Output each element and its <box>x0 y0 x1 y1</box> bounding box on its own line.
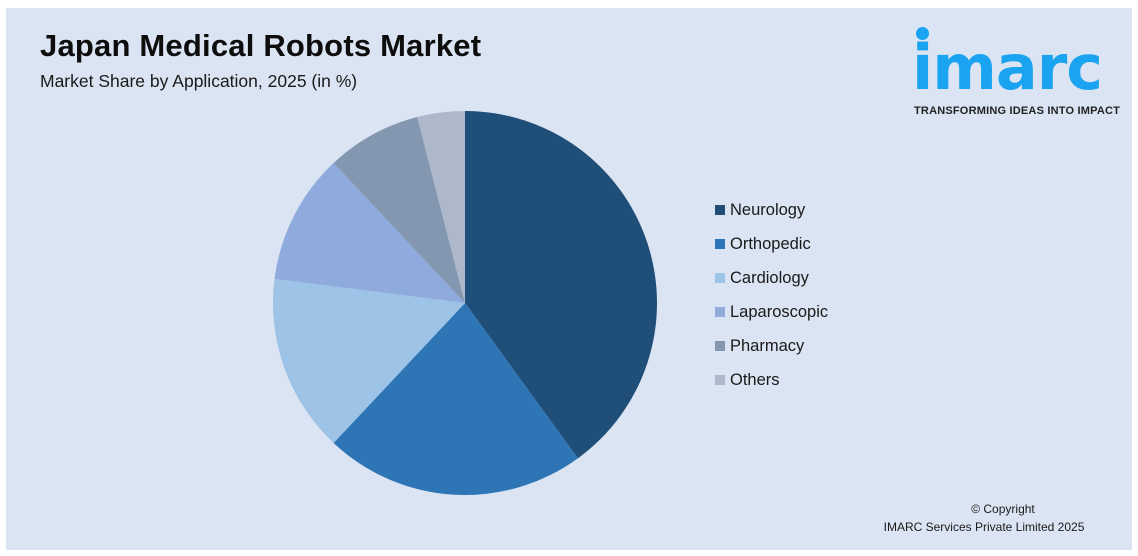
pie-slice-pharmacy <box>333 117 465 303</box>
legend-item-laparoscopic: Laparoscopic <box>715 290 828 334</box>
chart-subtitle: Market Share by Application, 2025 (in %) <box>40 71 358 91</box>
imarc-logo: imarc TRANSFORMING IDEAS INTO IMPACT <box>912 26 1130 120</box>
logo-wordmark: imarc <box>912 31 1103 104</box>
legend-label: Neurology <box>730 200 806 219</box>
pie-slice-neurology <box>465 111 657 459</box>
legend-label: Others <box>730 370 780 389</box>
copyright-notice: © Copyright IMARC Services Private Limit… <box>854 500 1114 536</box>
pie-chart <box>273 111 657 495</box>
legend-swatch <box>715 307 725 317</box>
legend-item-cardiology: Cardiology <box>715 256 828 300</box>
pie-slice-cardiology <box>273 278 465 443</box>
copyright-line-1: © Copyright <box>971 502 1035 516</box>
legend-swatch <box>715 341 725 351</box>
legend-label: Pharmacy <box>730 336 805 355</box>
legend-item-pharmacy: Pharmacy <box>715 324 828 368</box>
copyright-line-2: IMARC Services Private Limited 2025 <box>883 520 1085 534</box>
pie-slice-laparoscopic <box>274 163 465 303</box>
legend: Neurology Orthopedic Cardiology Laparosc… <box>715 188 828 402</box>
legend-swatch <box>715 375 725 385</box>
logo-dot-icon <box>916 27 929 40</box>
legend-item-neurology: Neurology <box>715 188 828 232</box>
legend-swatch <box>715 205 725 215</box>
legend-label: Orthopedic <box>730 234 811 253</box>
pie-slice-others <box>417 111 465 303</box>
pie-slice-orthopedic <box>333 303 578 495</box>
legend-label: Laparoscopic <box>730 302 829 321</box>
logo-tagline: TRANSFORMING IDEAS INTO IMPACT <box>914 105 1121 117</box>
legend-item-orthopedic: Orthopedic <box>715 222 828 266</box>
legend-swatch <box>715 239 725 249</box>
legend-item-others: Others <box>715 358 828 402</box>
chart-title: Japan Medical Robots Market <box>40 28 482 63</box>
legend-label: Cardiology <box>730 268 809 287</box>
legend-swatch <box>715 273 725 283</box>
